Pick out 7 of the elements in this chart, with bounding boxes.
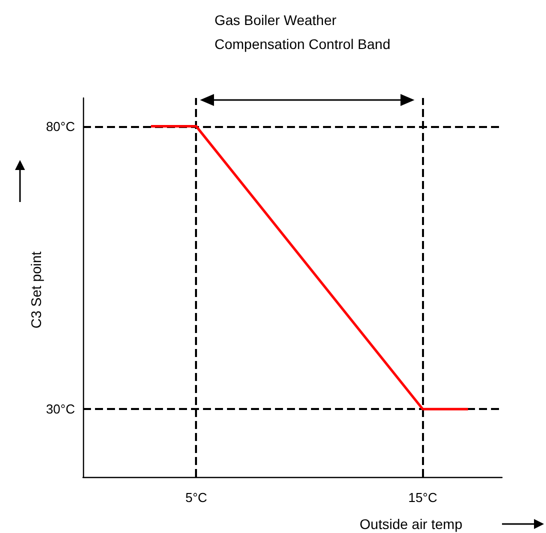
y-axis-title: C3 Set point <box>28 251 44 329</box>
y-tick-label: 80°C <box>46 118 75 134</box>
y-tick-label: 30°C <box>46 402 75 417</box>
text: Gas Boiler Weather Compensation Control Band <box>214 12 390 52</box>
x-axis-title: Outside air temp <box>360 516 463 532</box>
x-tick-label: 5°C <box>185 490 208 505</box>
x-tick-label: 15°C <box>408 490 438 505</box>
